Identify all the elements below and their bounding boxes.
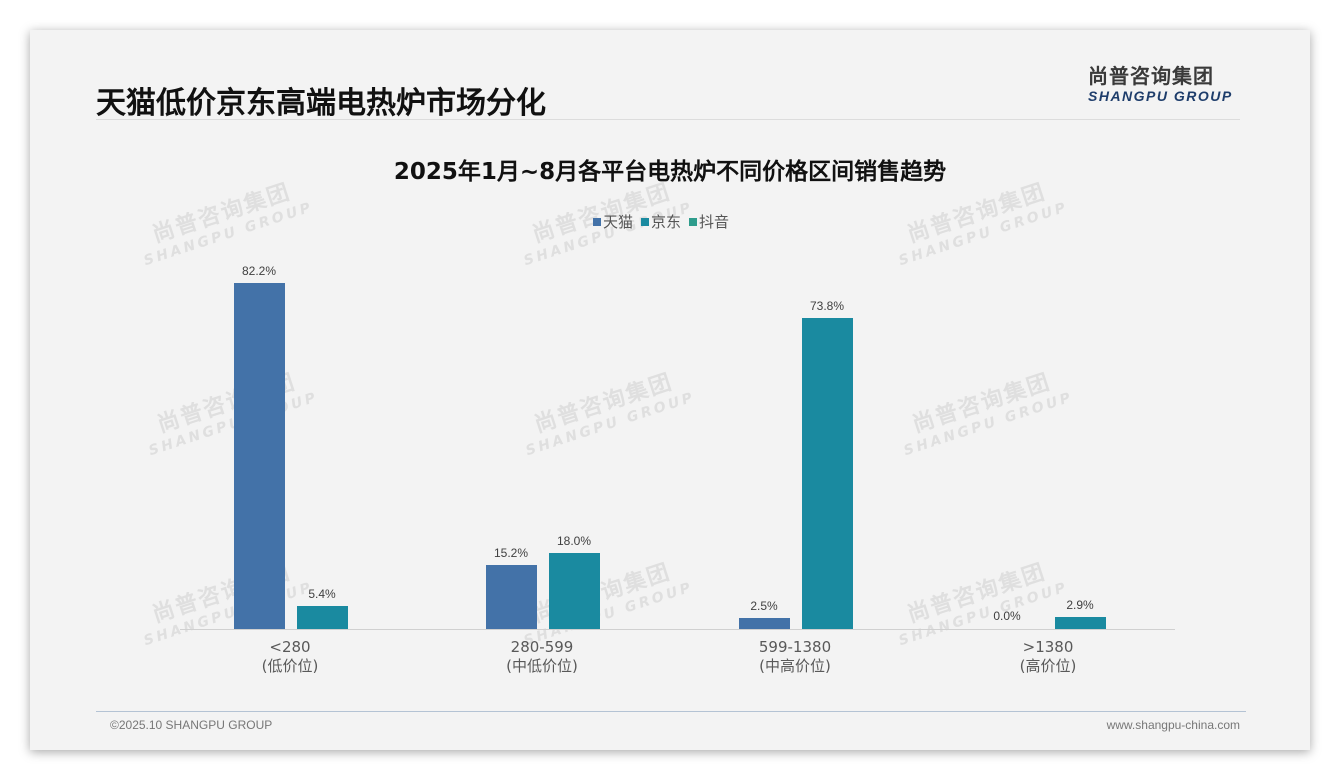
company-logo: 尚普咨询集团 SHANGPU GROUP [1088, 64, 1238, 104]
bar-tmall [234, 283, 285, 629]
legend-label: 抖音 [699, 213, 730, 231]
slide: 天猫低价京东高端电热炉市场分化 尚普咨询集团 SHANGPU GROUP 尚普咨… [30, 30, 1310, 750]
data-label: 2.5% [750, 599, 778, 613]
bar-jd [802, 318, 853, 629]
legend-swatch-douyin [689, 217, 698, 226]
bar-jd [549, 553, 600, 629]
x-axis-category-label: >1380 (高价位) [1019, 638, 1077, 675]
legend-item-douyin[interactable]: 抖音 [689, 211, 729, 232]
chart-legend: 天猫 京东 抖音 [593, 211, 729, 232]
bar-jd [1055, 617, 1106, 629]
footer-copyright: ©2025.10 SHANGPU GROUP [110, 718, 273, 732]
x-axis-category-label: <280 (低价位) [261, 638, 319, 675]
legend-label: 京东 [651, 213, 682, 231]
legend-label: 天猫 [603, 213, 634, 231]
chart-title: 2025年1月~8月各平台电热炉不同价格区间销售趋势 [393, 159, 947, 185]
data-label: 2.9% [1066, 598, 1094, 612]
footer-divider [96, 711, 1246, 712]
data-label: 5.4% [308, 587, 336, 601]
legend-swatch-jd [641, 217, 650, 226]
footer-website: www.shangpu-china.com [1106, 718, 1240, 732]
bar-tmall [739, 618, 790, 629]
logo-english-text: SHANGPU GROUP [1088, 88, 1233, 104]
legend-item-tmall[interactable]: 天猫 [593, 211, 633, 232]
x-axis-category-label: 280-599 (中低价位) [506, 638, 578, 675]
logo-chinese-text: 尚普咨询集团 [1088, 64, 1214, 88]
data-label: 82.2% [241, 264, 277, 278]
title-divider [96, 119, 1240, 120]
page-title: 天猫低价京东高端电热炉市场分化 [96, 86, 546, 121]
plot-area: 82.2% 5.4% <280 (低价位) 15.2% 18.0% 280-599 (中低价位… [180, 260, 1175, 675]
bar-tmall [486, 565, 537, 629]
data-label: 0.0% [993, 609, 1021, 623]
bar-jd [297, 606, 348, 629]
legend-swatch-tmall [593, 217, 601, 226]
data-label: 73.8% [809, 299, 845, 313]
data-label: 18.0% [556, 534, 592, 548]
data-label: 15.2% [493, 546, 529, 560]
legend-item-jd[interactable]: 京东 [641, 211, 681, 232]
x-axis-line [180, 629, 1175, 630]
x-axis-category-label: 599-1380 (中高价位) [758, 638, 832, 675]
